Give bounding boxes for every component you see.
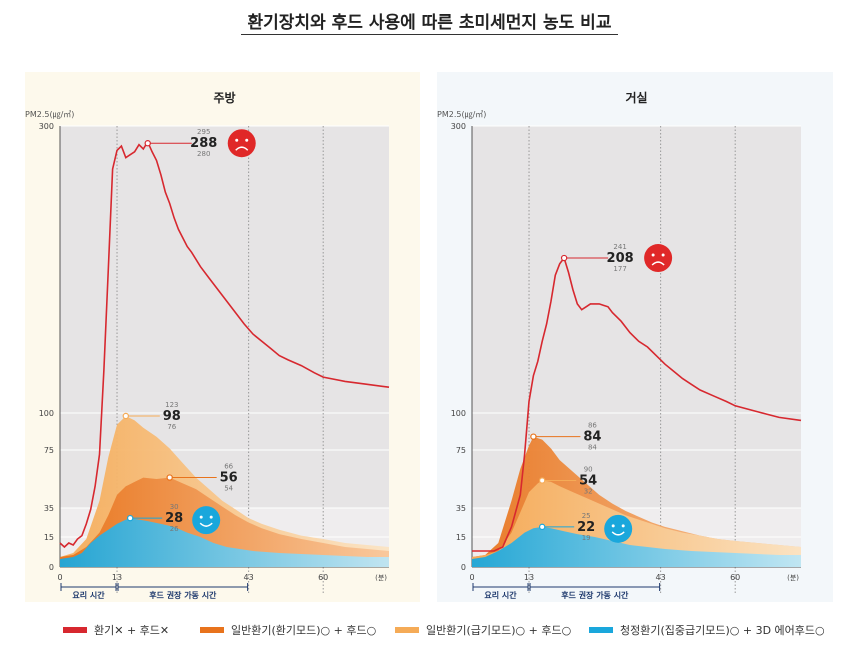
x-tick-label: 13 bbox=[112, 573, 122, 582]
legend-swatch-general-quick bbox=[395, 627, 419, 633]
peak-max-label: 123 bbox=[165, 401, 178, 409]
peak-min-label: 26 bbox=[170, 525, 179, 533]
peak-marker bbox=[538, 477, 546, 484]
page-title: 환기장치와 후드 사용에 따른 초미세먼지 농도 비교 bbox=[247, 13, 612, 33]
chart-title: 거실 bbox=[625, 90, 647, 105]
peak-marker bbox=[530, 433, 537, 440]
x-tick-label: 43 bbox=[244, 573, 254, 582]
peak-value-label: 28 bbox=[165, 511, 183, 526]
y-tick-label: 0 bbox=[49, 563, 54, 572]
peak-marker bbox=[126, 514, 134, 522]
y-tick-label: 75 bbox=[456, 446, 466, 455]
sad-face-icon bbox=[644, 244, 673, 273]
legend-label-none: 환기✕ + 후드✕ bbox=[94, 624, 170, 637]
plot-background-upper bbox=[472, 126, 801, 508]
period-label: 요리 시간 bbox=[484, 590, 517, 600]
peak-min-label: 76 bbox=[167, 423, 176, 431]
peak-max-label: 90 bbox=[584, 465, 593, 473]
title-underline bbox=[241, 34, 618, 35]
y-axis-label: PM2.5(㎍/㎥) bbox=[437, 110, 486, 120]
peak-min-label: 177 bbox=[613, 265, 626, 273]
series-line-none bbox=[472, 256, 802, 552]
peak-min-label: 19 bbox=[582, 534, 591, 542]
series-area-clean-3d bbox=[472, 526, 801, 567]
chart-livingroom: 거실 PM2.5(㎍/㎥) 0 15 35 75 100 300 0 13 43 60 (분) 요리 시간… bbox=[437, 90, 802, 600]
smiley-face-icon bbox=[192, 506, 221, 535]
y-tick-label: 0 bbox=[461, 563, 466, 572]
peak-value-label: 56 bbox=[220, 471, 238, 486]
legend-item-clean-3d: 청정환기(집중급기모드)○ + 3D 에어후드○ bbox=[589, 620, 825, 640]
legend: 환기✕ + 후드✕ 일반환기(환기모드)○ + 후드○ 일반환기(급기모드)○ … bbox=[0, 620, 859, 640]
peak-value-label: 288 bbox=[190, 136, 217, 151]
y-tick-label: 15 bbox=[44, 533, 54, 542]
legend-item-none: 환기✕ + 후드✕ bbox=[63, 620, 169, 640]
peak-max-label: 86 bbox=[588, 422, 597, 430]
series-line-none bbox=[59, 140, 390, 549]
series-area-clean-3d bbox=[60, 518, 389, 567]
legend-swatch-none bbox=[63, 627, 87, 633]
x-unit-label: (분) bbox=[375, 574, 387, 582]
legend-label-clean-3d: 청정환기(집중급기모드)○ + 3D 에어후드○ bbox=[620, 624, 825, 637]
y-tick-label: 100 bbox=[39, 409, 54, 418]
smiley-face-icon bbox=[604, 514, 633, 543]
chart-panel-livingroom: 거실 PM2.5(㎍/㎥) 0 15 35 75 100 300 0 13 43 60 (분) 요리 시간… bbox=[437, 72, 833, 602]
legend-label-general-hood: 일반환기(환기모드)○ + 후드○ bbox=[231, 624, 377, 637]
peak-value-label: 84 bbox=[583, 430, 601, 445]
y-tick-label: 75 bbox=[44, 446, 54, 455]
peak-min-label: 84 bbox=[588, 444, 597, 452]
peak-max-label: 30 bbox=[170, 503, 179, 511]
x-tick-label: 43 bbox=[656, 573, 666, 582]
peak-marker bbox=[166, 474, 173, 481]
chart-kitchen: 주방 PM2.5(㎍/㎥) 0 15 35 75 100 300 0 13 43 60 (분) 요리 시간… bbox=[25, 90, 390, 600]
plot-background-upper bbox=[60, 126, 389, 508]
peak-marker bbox=[560, 254, 568, 262]
x-unit-label: (분) bbox=[787, 574, 799, 582]
period-label: 요리 시간 bbox=[72, 590, 105, 600]
y-tick-label: 300 bbox=[451, 122, 466, 131]
peak-value-label: 208 bbox=[607, 251, 634, 266]
chart-panel-kitchen: 주방 PM2.5(㎍/㎥) 0 15 35 75 100 300 0 13 43 60 (분) 요리 시간… bbox=[25, 72, 420, 602]
y-axis-label: PM2.5(㎍/㎥) bbox=[25, 110, 74, 120]
chart-title: 주방 bbox=[213, 90, 235, 105]
period-label: 후드 권장 가동 시간 bbox=[149, 590, 217, 600]
x-tick-label: 13 bbox=[524, 573, 534, 582]
peak-marker bbox=[122, 412, 130, 420]
period-label: 후드 권장 가동 시간 bbox=[561, 590, 629, 600]
legend-item-general-quick: 일반환기(급기모드)○ + 후드○ bbox=[395, 620, 571, 640]
y-tick-label: 35 bbox=[44, 504, 54, 513]
peak-min-label: 280 bbox=[197, 150, 210, 158]
y-tick-label: 100 bbox=[451, 409, 466, 418]
x-tick-label: 60 bbox=[730, 573, 740, 582]
y-tick-label: 300 bbox=[39, 122, 54, 131]
peak-value-label: 22 bbox=[577, 520, 595, 535]
peak-max-label: 25 bbox=[582, 512, 591, 520]
y-tick-label: 35 bbox=[456, 504, 466, 513]
peak-max-label: 66 bbox=[224, 463, 233, 471]
peak-min-label: 32 bbox=[584, 487, 593, 495]
peak-max-label: 241 bbox=[613, 243, 626, 251]
peak-marker bbox=[538, 523, 546, 531]
peak-marker bbox=[144, 140, 151, 147]
peak-max-label: 295 bbox=[197, 128, 210, 136]
x-tick-label: 0 bbox=[469, 573, 474, 582]
legend-item-general-hood: 일반환기(환기모드)○ + 후드○ bbox=[200, 620, 376, 640]
x-tick-label: 60 bbox=[318, 573, 328, 582]
peak-value-label: 54 bbox=[579, 473, 597, 488]
legend-swatch-clean-3d bbox=[589, 627, 613, 633]
peak-value-label: 98 bbox=[163, 409, 181, 424]
sad-face-icon bbox=[227, 129, 256, 158]
legend-label-general-quick: 일반환기(급기모드)○ + 후드○ bbox=[426, 624, 572, 637]
y-tick-label: 15 bbox=[456, 533, 466, 542]
x-tick-label: 0 bbox=[57, 573, 62, 582]
peak-min-label: 54 bbox=[224, 485, 233, 493]
legend-swatch-general-hood bbox=[200, 627, 224, 633]
